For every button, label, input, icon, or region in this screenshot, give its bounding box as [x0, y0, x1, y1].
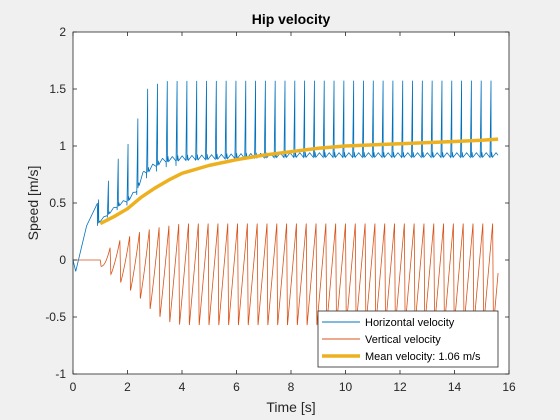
x-tick-label: 12	[393, 380, 407, 394]
legend-label-vertical: Vertical velocity	[365, 334, 441, 346]
x-tick-label: 16	[502, 380, 516, 394]
series-layer	[72, 80, 499, 326]
y-tick-label: -1	[55, 367, 66, 381]
legend-label-mean: Mean velocity: 1.06 m/s	[365, 351, 481, 363]
x-tick-label: 6	[233, 380, 240, 394]
y-tick-label: 2	[59, 25, 66, 39]
chart-title: Hip velocity	[252, 11, 331, 27]
legend: Horizontal velocity Vertical velocity Me…	[317, 310, 499, 368]
y-tick-label: 0	[59, 253, 66, 267]
series-mean-velocity	[99, 137, 499, 226]
x-tick-label: 2	[124, 380, 131, 394]
x-tick-label: 10	[339, 380, 353, 394]
y-tick-label: -0.5	[45, 310, 66, 324]
x-ticks: 0 2 4 6 8 10 12 14 16	[70, 32, 516, 394]
x-tick-label: 8	[288, 380, 295, 394]
x-axis-label: Time [s]	[266, 399, 315, 415]
series-horizontal-velocity	[72, 80, 499, 272]
y-tick-label: 0.5	[49, 196, 66, 210]
y-tick-label: 1	[59, 139, 66, 153]
series-vertical-velocity	[73, 223, 499, 326]
x-tick-label: 14	[448, 380, 462, 394]
x-tick-label: 4	[179, 380, 186, 394]
y-ticks: -1 -0.5 0 0.5 1 1.5 2	[45, 25, 509, 381]
y-axis-label: Speed [m/s]	[25, 166, 41, 241]
legend-label-horizontal: Horizontal velocity	[365, 317, 455, 329]
y-tick-label: 1.5	[49, 82, 66, 96]
x-tick-label: 0	[70, 380, 77, 394]
